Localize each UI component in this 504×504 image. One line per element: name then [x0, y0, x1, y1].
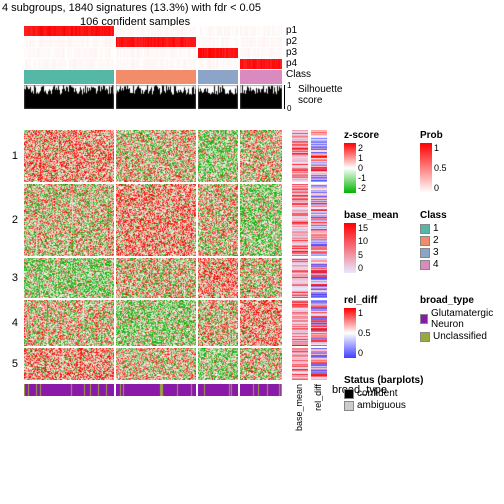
title-main: 4 subgroups, 1840 signatures (13.3%) wit…: [2, 2, 261, 14]
legend-prob: Prob10.50: [420, 130, 443, 193]
top-anno-label: p3: [286, 47, 297, 58]
top-anno-row: [24, 26, 282, 36]
base-mean-track: [292, 184, 308, 256]
silhouette-track: [116, 85, 196, 109]
p-track: [116, 48, 196, 58]
p-track: [198, 59, 238, 69]
broad-type-track: [240, 384, 282, 396]
row-group-label: 1: [4, 150, 18, 162]
p-track: [240, 48, 282, 58]
p-track: [198, 48, 238, 58]
p-track: [24, 48, 114, 58]
heatmap-cell: [240, 184, 282, 256]
side-anno-label: rel_diff: [313, 384, 323, 411]
p-track: [116, 59, 196, 69]
heatmap-cell: [24, 130, 114, 182]
heatmap-cell: [116, 300, 196, 346]
p-track: [198, 37, 238, 47]
heatmap-cell: [198, 130, 238, 182]
top-anno-label: p2: [286, 36, 297, 47]
top-anno-label: p1: [286, 25, 297, 36]
legend-basemean: base_mean151050: [344, 210, 398, 273]
heatmap-cell: [240, 258, 282, 298]
p-track: [240, 37, 282, 47]
base-mean-track: [292, 348, 308, 380]
class-track: [116, 70, 196, 84]
rel-diff-track: [311, 184, 327, 256]
broad-type-track: [198, 384, 238, 396]
top-anno-row: [24, 37, 282, 47]
heatmap-cell: [198, 258, 238, 298]
row-group-label: 5: [4, 358, 18, 370]
heatmap-cell: [240, 300, 282, 346]
heatmap-cell: [24, 258, 114, 298]
broad-type-track: [116, 384, 196, 396]
class-track: [24, 70, 114, 84]
heatmap-cell: [116, 184, 196, 256]
heatmap-cell: [116, 130, 196, 182]
heatmap-cell: [198, 348, 238, 380]
heatmap-cell: [24, 184, 114, 256]
p-track: [24, 37, 114, 47]
p-track: [198, 26, 238, 36]
top-anno-label: p4: [286, 58, 297, 69]
silhouette-track: [24, 85, 114, 109]
base-mean-track: [292, 130, 308, 182]
rel-diff-track: [311, 300, 327, 346]
heatmap-cell: [240, 348, 282, 380]
heatmap-cell: [198, 300, 238, 346]
class-track: [198, 70, 238, 84]
row-group-label: 3: [4, 272, 18, 284]
row-group-label: 2: [4, 214, 18, 226]
top-anno-row: [24, 70, 282, 84]
p-track: [24, 59, 114, 69]
top-anno-row: [24, 85, 282, 109]
legend-statusbarplots: Status (barplots)confidentambiguous: [344, 375, 423, 412]
row-group-label: 4: [4, 317, 18, 329]
class-track: [240, 70, 282, 84]
p-track: [240, 59, 282, 69]
rel-diff-track: [311, 258, 327, 298]
heatmap-cell: [240, 130, 282, 182]
legend-broadtype: broad_typeGlutamatergic NeuronUnclassifi…: [420, 295, 504, 343]
heatmap-cell: [116, 348, 196, 380]
side-anno-label: base_mean: [294, 384, 304, 431]
heatmap-cell: [24, 300, 114, 346]
p-track: [24, 26, 114, 36]
heatmap-cell: [24, 348, 114, 380]
top-anno-label: Class: [286, 69, 311, 80]
base-mean-track: [292, 300, 308, 346]
legend-zscore: z-score210-1-2: [344, 130, 379, 193]
p-track: [116, 26, 196, 36]
top-anno-label: Silhouette score: [298, 84, 342, 106]
legend-class: Class1234: [420, 210, 447, 271]
silhouette-track: [240, 85, 282, 109]
top-anno-row: [24, 59, 282, 69]
base-mean-track: [292, 258, 308, 298]
legend-reldiff: rel_diff10.50: [344, 295, 377, 358]
rel-diff-track: [311, 348, 327, 380]
silhouette-track: [198, 85, 238, 109]
rel-diff-track: [311, 130, 327, 182]
p-track: [116, 37, 196, 47]
top-anno-row: [24, 48, 282, 58]
heatmap-cell: [116, 258, 196, 298]
broad-type-track: [24, 384, 114, 396]
heatmap-cell: [198, 184, 238, 256]
p-track: [240, 26, 282, 36]
